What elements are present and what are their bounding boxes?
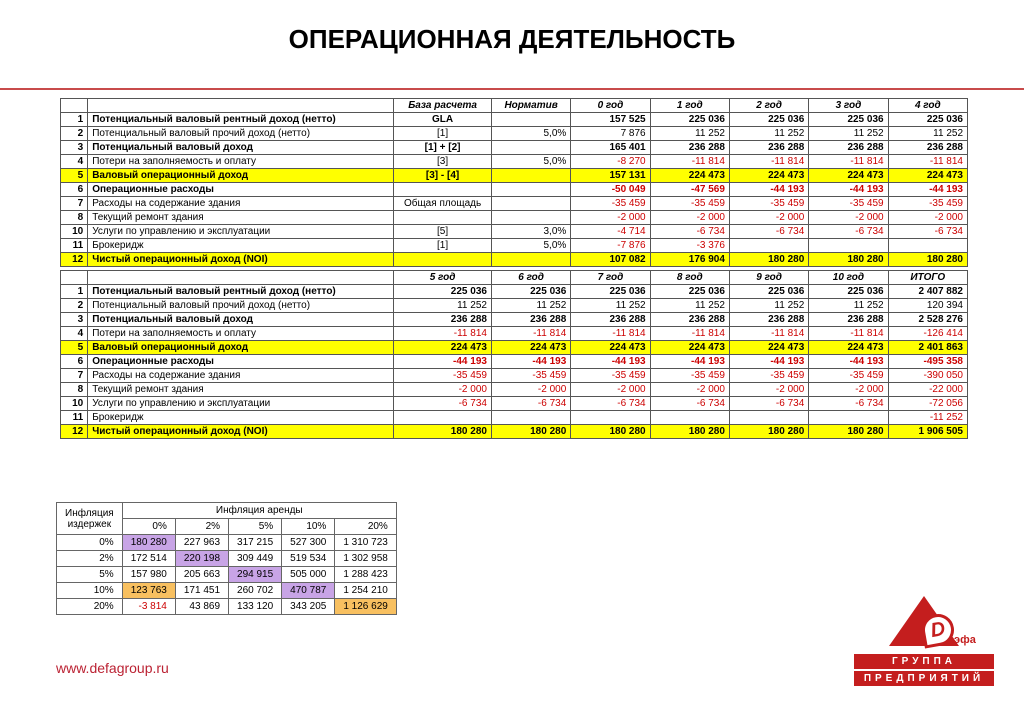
accent-line xyxy=(0,88,1024,90)
cell: 172 514 xyxy=(122,551,175,567)
cell: 343 205 xyxy=(282,599,335,615)
main-table-container: База расчетаНорматив0 год1 год2 год3 год… xyxy=(60,98,968,439)
table-row: 6Операционные расходы-50 049-47 569-44 1… xyxy=(61,183,968,197)
col-header: База расчета xyxy=(394,99,492,113)
table-row: 3Потенциальный валовый доход236 288236 2… xyxy=(61,313,968,327)
col-header xyxy=(61,271,88,285)
cell: 1 288 423 xyxy=(335,567,397,583)
cell: 317 215 xyxy=(229,535,282,551)
col-header xyxy=(88,99,394,113)
table-row: 10 Услуги по управлению и эксплуатации-6… xyxy=(61,397,968,411)
table-row: 11 Брокеридж[1]5,0%-7 876-3 376 xyxy=(61,239,968,253)
table-row: 4Потери на заполняемость и оплату-11 814… xyxy=(61,327,968,341)
col-header: 6 год xyxy=(491,271,570,285)
cell: -3 814 xyxy=(122,599,175,615)
sensitivity-table: ИнфляцияиздержекИнфляция аренды0%2%5%10%… xyxy=(56,502,397,615)
cell: 43 869 xyxy=(175,599,228,615)
table-row: 8 Текущий ремонт здания-2 000-2 000-2 00… xyxy=(61,211,968,225)
cell: 171 451 xyxy=(175,583,228,599)
col-header: 7 год xyxy=(571,271,650,285)
cell: 309 449 xyxy=(229,551,282,567)
col-header: 1 год xyxy=(650,99,729,113)
cell: 260 702 xyxy=(229,583,282,599)
col-header: 5% xyxy=(229,519,282,535)
table-row: 5Валовый операционный доход224 473224 47… xyxy=(61,341,968,355)
table-row: 4Потери на заполняемость и оплату[3]5,0%… xyxy=(61,155,968,169)
cell: 1 126 629 xyxy=(335,599,397,615)
col-header: 2 год xyxy=(729,99,808,113)
table-row: 12Чистый операционный доход (NOI)180 280… xyxy=(61,425,968,439)
col-header xyxy=(88,271,394,285)
table-row: 1Потенциальный валовый рентный доход (не… xyxy=(61,113,968,127)
cell: 527 300 xyxy=(282,535,335,551)
col-header: 0% xyxy=(122,519,175,535)
cell: 470 787 xyxy=(282,583,335,599)
cell: 1 310 723 xyxy=(335,535,397,551)
table-row: 1Потенциальный валовый рентный доход (не… xyxy=(61,285,968,299)
table-row: 6Операционные расходы-44 193-44 193-44 1… xyxy=(61,355,968,369)
table-row: 10 Услуги по управлению и эксплуатации[5… xyxy=(61,225,968,239)
table-row: 12Чистый операционный доход (NOI)107 082… xyxy=(61,253,968,267)
col-header: 2% xyxy=(175,519,228,535)
table-row: 7 Расходы на содержание здания-35 459-35… xyxy=(61,369,968,383)
col-header: 0 год xyxy=(571,99,650,113)
table-row: 2%172 514220 198309 449519 5341 302 958 xyxy=(57,551,397,567)
cell: 180 280 xyxy=(122,535,175,551)
cell: 123 763 xyxy=(122,583,175,599)
table-row: 7 Расходы на содержание зданияОбщая площ… xyxy=(61,197,968,211)
logo-suffix: эфа xyxy=(954,634,976,646)
col-header: 10 год xyxy=(809,271,888,285)
cell: 505 000 xyxy=(282,567,335,583)
cell: 519 534 xyxy=(282,551,335,567)
table-row: 8 Текущий ремонт здания-2 000-2 000-2 00… xyxy=(61,383,968,397)
logo-line2: ПРЕДПРИЯТИЙ xyxy=(854,671,994,686)
table-row: 2Потенциальный валовый прочий доход (нет… xyxy=(61,299,968,313)
cell: 220 198 xyxy=(175,551,228,567)
cell: 227 963 xyxy=(175,535,228,551)
cell: 205 663 xyxy=(175,567,228,583)
col-header: 5 год xyxy=(394,271,492,285)
col-header: 8 год xyxy=(650,271,729,285)
table-row: 11 Брокеридж-11 252 xyxy=(61,411,968,425)
logo: D эфа ГРУППА ПРЕДПРИЯТИЙ xyxy=(854,596,994,686)
table-row: 20%-3 81443 869133 120343 2051 126 629 xyxy=(57,599,397,615)
col-group-header: Инфляция аренды xyxy=(122,503,396,519)
table-row: 2Потенциальный валовый прочий доход (нет… xyxy=(61,127,968,141)
page-title: ОПЕРАЦИОННАЯ ДЕЯТЕЛЬНОСТЬ xyxy=(0,24,1024,55)
col-header: 9 год xyxy=(729,271,808,285)
col-header: 3 год xyxy=(809,99,888,113)
table-row: 5%157 980205 663294 915505 0001 288 423 xyxy=(57,567,397,583)
col-header: 10% xyxy=(282,519,335,535)
sensitivity-table-container: ИнфляцияиздержекИнфляция аренды0%2%5%10%… xyxy=(56,502,397,615)
logo-line1: ГРУППА xyxy=(854,654,994,669)
col-header: ИТОГО xyxy=(888,271,967,285)
cell: 1 254 210 xyxy=(335,583,397,599)
table-row: 0%180 280227 963317 215527 3001 310 723 xyxy=(57,535,397,551)
corner-header: Инфляцияиздержек xyxy=(57,503,123,535)
footer-url: www.defagroup.ru xyxy=(56,660,169,676)
table-row: 5Валовый операционный доход[3] - [4]157 … xyxy=(61,169,968,183)
col-header xyxy=(61,99,88,113)
col-header: 4 год xyxy=(888,99,967,113)
col-header: Норматив xyxy=(491,99,570,113)
table-row: 10%123 763171 451260 702470 7871 254 210 xyxy=(57,583,397,599)
col-header: 20% xyxy=(335,519,397,535)
cell: 157 980 xyxy=(122,567,175,583)
cell: 294 915 xyxy=(229,567,282,583)
table-row: 3Потенциальный валовый доход[1] + [2]165… xyxy=(61,141,968,155)
main-table: База расчетаНорматив0 год1 год2 год3 год… xyxy=(60,98,968,439)
cell: 1 302 958 xyxy=(335,551,397,567)
cell: 133 120 xyxy=(229,599,282,615)
